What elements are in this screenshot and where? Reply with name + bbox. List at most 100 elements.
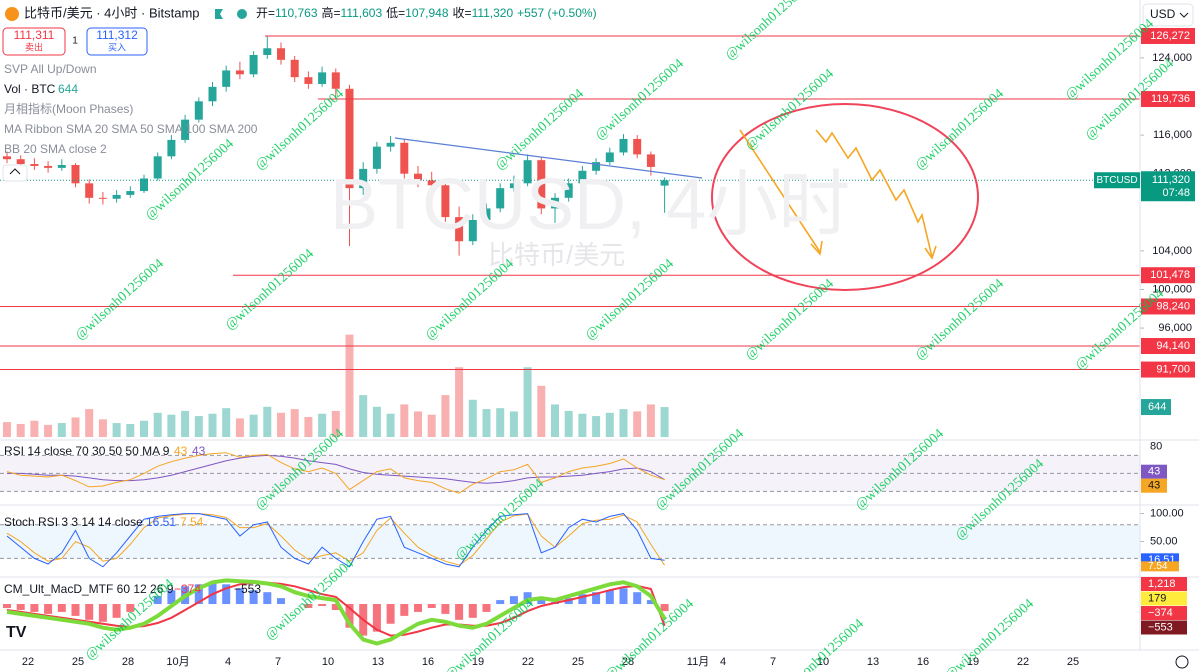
settings-icon[interactable] <box>1175 655 1189 669</box>
watermark-sub: 比特币/美元 <box>488 240 625 270</box>
candle-body <box>468 220 477 242</box>
flag-icon[interactable] <box>215 9 223 19</box>
ellipse-drawing <box>711 103 979 291</box>
rsi-value: 43 <box>174 444 188 458</box>
macd-histogram-bar <box>660 604 669 612</box>
x-tick-label: 13 <box>372 656 384 668</box>
rsi-tick-label: 80 <box>1150 440 1162 452</box>
volume-bar <box>400 404 409 437</box>
candle-body <box>277 48 285 60</box>
stoch-d-value: 7.54 <box>180 515 204 529</box>
volume-bar <box>167 414 176 437</box>
candle-body <box>71 165 80 184</box>
candle-body <box>633 138 642 155</box>
indicator-label[interactable]: SVP All Up/Down <box>4 62 97 76</box>
last-price-label: 111,320 <box>1152 174 1190 186</box>
sell-button[interactable] <box>2 27 66 56</box>
candle-body <box>249 55 258 75</box>
macd-histogram-bar <box>318 604 327 607</box>
candle-body <box>30 164 39 166</box>
candle-body <box>345 88 354 189</box>
rsi-title[interactable]: RSI 14 close 70 30 50 50 MA 9 <box>4 444 170 458</box>
volume-bar <box>98 419 107 437</box>
x-tick-label: 4 <box>225 656 231 668</box>
volume-bar <box>414 411 422 437</box>
stoch-k-line <box>6 513 665 568</box>
macd-histogram-bar <box>249 590 258 605</box>
macd-axis-box <box>1141 620 1187 635</box>
macd-histogram-bar <box>482 604 491 612</box>
symbol-title[interactable]: 比特币/美元 · 4小时 · Bitstamp <box>24 5 200 20</box>
volume-bar <box>85 409 94 437</box>
stoch-axis-label: 7.54 <box>1148 561 1168 572</box>
x-tick-label: 7 <box>770 656 776 668</box>
ohlc-label: 低= <box>386 6 405 20</box>
volume-bar <box>592 416 601 437</box>
x-tick-label: 10 <box>817 656 829 668</box>
countdown: 07:48 <box>1162 187 1190 199</box>
macd-title[interactable]: CM_Ult_MacD_MTF 60 12 26 9 <box>4 582 174 596</box>
rsi-ma-value: 43 <box>192 444 206 458</box>
volume-bar <box>455 367 464 437</box>
indicator-label[interactable]: 月相指标(Moon Phases) <box>4 101 133 116</box>
volume-bar <box>126 423 135 437</box>
indicator-label[interactable]: MA Ribbon SMA 20 SMA 50 SMA 100 SMA 200 <box>4 122 258 136</box>
candle-body <box>98 197 107 199</box>
macd-histogram-bar <box>578 594 587 605</box>
candle-body <box>660 180 669 186</box>
ohlc-label: 收= <box>453 6 472 20</box>
indicator-label[interactable]: BB 20 SMA close 2 <box>4 142 107 156</box>
candle-body <box>153 156 162 179</box>
volume-bar <box>359 395 368 437</box>
volume-bar <box>537 385 546 437</box>
currency-select[interactable] <box>1142 3 1194 27</box>
stoch-tick-label: 50.00 <box>1150 535 1178 547</box>
macd-histogram-bar <box>263 592 272 605</box>
logo[interactable]: TV <box>6 624 27 641</box>
price-level-box <box>1141 267 1195 284</box>
change: +557 (+0.50%) <box>517 6 596 20</box>
candle-body <box>112 194 121 199</box>
volume-bar <box>523 367 532 437</box>
volume-bar <box>551 404 559 437</box>
buy-price: 111,312 <box>96 28 138 42</box>
candle-body <box>167 139 176 157</box>
y-tick-label: 104,000 <box>1152 245 1192 257</box>
x-tick-label: 19 <box>967 656 979 668</box>
x-tick-label: 13 <box>867 656 879 668</box>
rsi-axis-label: 43 <box>1148 466 1160 478</box>
volume-label[interactable]: Vol · BTC <box>4 82 56 96</box>
stoch-title[interactable]: Stoch RSI 3 3 14 14 close <box>4 515 143 529</box>
volume-bar <box>140 420 148 437</box>
status-dot <box>237 9 247 19</box>
symbol-box <box>1094 172 1140 189</box>
macd-axis-box <box>1141 591 1187 606</box>
rsi-axis-label: 43 <box>1148 480 1160 492</box>
chevron <box>1179 12 1189 18</box>
candle-body <box>441 185 450 218</box>
x-tick-label: 11月 <box>687 656 709 668</box>
ohlc-value: 107,948 <box>405 6 449 20</box>
zigzag-arrow <box>815 129 933 258</box>
rsi-axis-box <box>1141 478 1167 493</box>
collapse-button[interactable] <box>2 164 28 182</box>
ohlc-line: 开=110,763 高=111,603 低=107,948 收=111,320 +557… <box>256 5 597 20</box>
arrow <box>739 129 821 253</box>
sell-label: 卖出 <box>25 41 43 52</box>
symbol-label: BTCUSD <box>1096 175 1137 186</box>
macd-signal-value: −553 <box>234 582 261 596</box>
macd-histogram-bar <box>277 598 285 605</box>
macd-histogram-bar <box>537 598 546 605</box>
buy-button[interactable] <box>86 27 148 56</box>
stoch-k-value: 16.51 <box>146 515 176 529</box>
candle-body <box>523 160 532 184</box>
volume-bar <box>208 413 217 437</box>
volume-value: 644 <box>58 82 78 96</box>
volume-bar <box>263 406 272 437</box>
candle-body <box>222 70 231 87</box>
y-tick-label: 116,000 <box>1153 129 1192 141</box>
x-tick-label: 28 <box>622 656 634 668</box>
volume-bar <box>71 417 80 437</box>
candle-body <box>263 48 272 55</box>
candle-body <box>564 183 573 198</box>
